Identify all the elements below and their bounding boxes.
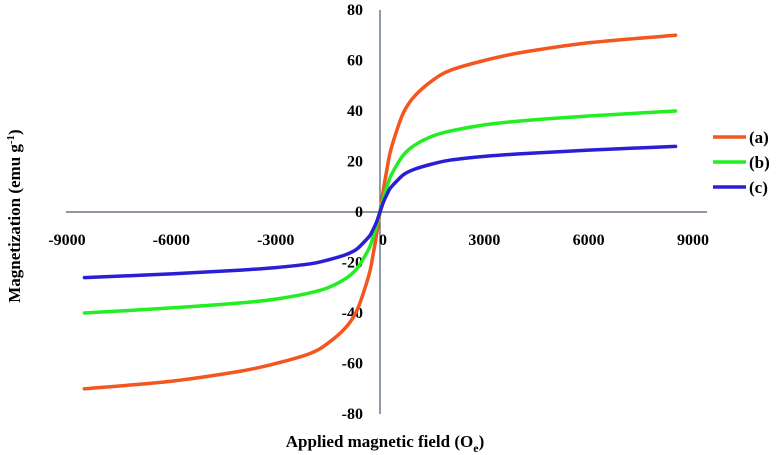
x-tick-label: 3000	[468, 232, 500, 249]
y-tick-label: 60	[347, 53, 363, 70]
x-tick-labels: -9000 -6000 -3000 0 3000 6000 9000	[48, 232, 709, 249]
legend: (a) (b) (c)	[713, 128, 770, 197]
x-axis-title: Applied magnetic field (Oe)	[286, 432, 484, 455]
x-tick-label: -3000	[257, 232, 294, 249]
y-tick-label: -80	[342, 406, 363, 423]
x-axis-title-main: Applied magnetic field (O	[286, 432, 473, 451]
legend-label: (b)	[749, 153, 770, 172]
series-line-3	[82, 144, 678, 280]
y-tick-label: -60	[342, 356, 363, 373]
x-axis-title-subscript: e	[473, 441, 479, 455]
x-tick-label: 0	[379, 232, 387, 249]
x-axis-title-end: )	[479, 432, 485, 451]
y-tick-label: 0	[355, 204, 363, 221]
y-axis-title: Magnetization (emu g-1)	[5, 129, 24, 302]
y-axis-title-end: )	[5, 129, 24, 135]
y-tick-label: 80	[347, 2, 363, 19]
x-tick-label: -6000	[153, 232, 190, 249]
x-tick-label: 9000	[677, 232, 709, 249]
y-axis-title-superscript: -1	[5, 135, 17, 144]
x-tick-label: -9000	[48, 232, 85, 249]
series-lines	[82, 33, 678, 391]
x-tick-label: 6000	[573, 232, 605, 249]
legend-label: (a)	[749, 128, 769, 147]
y-tick-label: 20	[347, 154, 363, 171]
y-axis-title-main: Magnetization (emu g	[5, 144, 24, 303]
legend-label: (c)	[749, 178, 768, 197]
y-tick-label: 40	[347, 103, 363, 120]
axes	[66, 10, 707, 414]
